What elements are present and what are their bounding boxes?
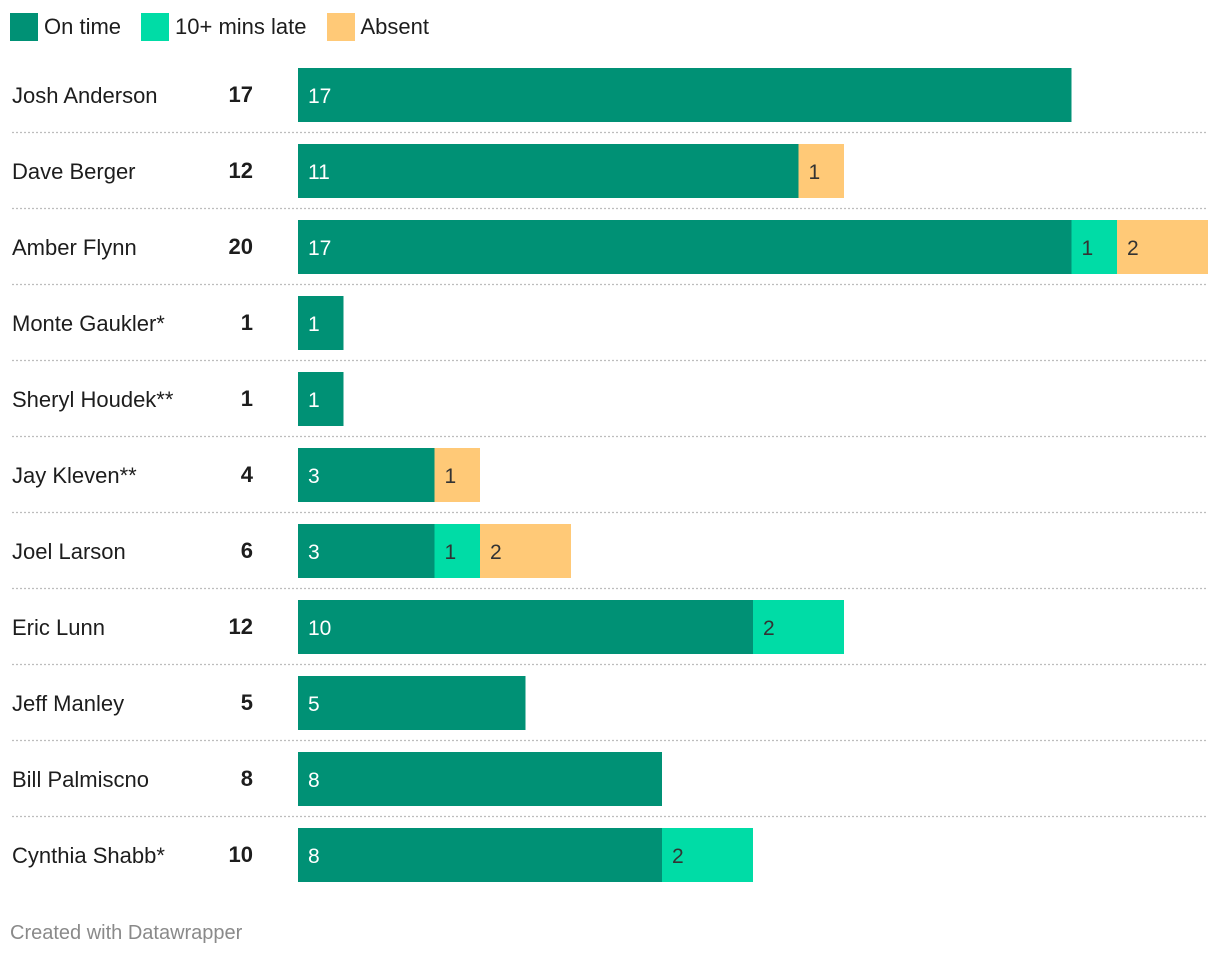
row-total-jay-kleven: 4: [241, 462, 254, 487]
legend: On time 10+ mins late Absent: [10, 12, 449, 42]
bar-on-time-jeff-manley: [298, 676, 526, 730]
legend-swatch-absent: [326, 13, 355, 41]
bar-label-on-time-joel-larson: 3: [308, 541, 320, 564]
row-total-joel-larson: 6: [241, 538, 253, 563]
bar-on-time-amber-flynn: [298, 220, 1072, 274]
row-name-bill-palmiscno: Bill Palmiscno: [12, 767, 149, 792]
bar-absent-dave-berger: [798, 144, 844, 198]
bar-on-time-bill-palmiscno: [298, 752, 662, 806]
bar-label-on-time-josh-anderson: 17: [308, 85, 331, 108]
row-total-cynthia-shabb: 10: [229, 842, 253, 867]
row-total-eric-lunn: 12: [229, 614, 253, 639]
bar-label-late-joel-larson: 1: [445, 541, 457, 564]
row-total-bill-palmiscno: 8: [241, 766, 253, 791]
bar-label-absent-joel-larson: 2: [490, 541, 502, 564]
row-total-monte-gaukler: 1: [241, 310, 253, 335]
bar-label-late-amber-flynn: 1: [1082, 237, 1094, 260]
bar-label-on-time-monte-gaukler: 1: [308, 313, 320, 336]
row-total-amber-flynn: 20: [229, 234, 253, 259]
footer-credit: Created with Datawrapper: [10, 922, 243, 944]
row-name-jeff-manley: Jeff Manley: [12, 691, 124, 716]
legend-swatch-late: [141, 13, 170, 41]
bar-label-on-time-sheryl-houdek: 1: [308, 389, 320, 412]
bar-absent-amber-flynn: [1117, 220, 1208, 274]
row-total-jeff-manley: 5: [241, 690, 253, 715]
bar-on-time-dave-berger: [298, 144, 799, 198]
bar-label-on-time-eric-lunn: 10: [308, 617, 331, 640]
legend-label-absent: Absent: [360, 14, 430, 39]
legend-item-late: 10+ mins late: [141, 13, 307, 41]
row-name-jay-kleven: Jay Kleven**: [12, 463, 137, 488]
bar-absent-jay-kleven: [434, 448, 480, 502]
row-name-josh-anderson: Josh Anderson: [12, 83, 158, 108]
legend-label-on-time: On time: [44, 14, 122, 39]
bar-on-time-joel-larson: [298, 524, 435, 578]
row-name-dave-berger: Dave Berger: [12, 159, 136, 184]
row-total-josh-anderson: 17: [229, 82, 253, 107]
bar-on-time-sheryl-houdek: [298, 372, 344, 426]
legend-label-late: 10+ mins late: [175, 14, 307, 39]
row-name-sheryl-houdek: Sheryl Houdek**: [12, 387, 174, 412]
bar-on-time-jay-kleven: [298, 448, 435, 502]
bar-on-time-josh-anderson: [298, 68, 1072, 122]
bar-label-on-time-jeff-manley: 5: [308, 693, 320, 716]
bar-on-time-cynthia-shabb: [298, 828, 662, 882]
row-name-eric-lunn: Eric Lunn: [12, 615, 105, 640]
row-total-dave-berger: 12: [229, 158, 253, 183]
legend-item-on-time: On time: [10, 13, 121, 41]
bar-label-absent-amber-flynn: 2: [1127, 237, 1139, 260]
bar-label-on-time-jay-kleven: 3: [308, 465, 320, 488]
bar-on-time-monte-gaukler: [298, 296, 344, 350]
bar-label-absent-dave-berger: 1: [809, 161, 821, 184]
bar-late-joel-larson: [434, 524, 480, 578]
row-name-amber-flynn: Amber Flynn: [12, 235, 137, 260]
bar-late-cynthia-shabb: [662, 828, 753, 882]
bar-late-amber-flynn: [1071, 220, 1117, 274]
bar-label-absent-jay-kleven: 1: [445, 465, 457, 488]
row-name-joel-larson: Joel Larson: [12, 539, 126, 564]
bar-label-on-time-amber-flynn: 17: [308, 237, 331, 260]
bar-label-late-eric-lunn: 2: [763, 617, 775, 640]
bar-absent-joel-larson: [480, 524, 571, 578]
legend-item-absent: Absent: [326, 13, 430, 41]
bar-label-late-cynthia-shabb: 2: [672, 845, 684, 868]
row-name-monte-gaukler: Monte Gaukler*: [12, 311, 165, 336]
bar-label-on-time-dave-berger: 11: [308, 161, 330, 184]
bar-label-on-time-bill-palmiscno: 8: [308, 769, 320, 792]
legend-swatch-on-time: [10, 13, 38, 41]
row-name-cynthia-shabb: Cynthia Shabb*: [12, 843, 165, 868]
bar-label-on-time-cynthia-shabb: 8: [308, 845, 320, 868]
bar-on-time-eric-lunn: [298, 600, 753, 654]
bar-late-eric-lunn: [753, 600, 844, 654]
row-total-sheryl-houdek: 1: [241, 386, 253, 411]
